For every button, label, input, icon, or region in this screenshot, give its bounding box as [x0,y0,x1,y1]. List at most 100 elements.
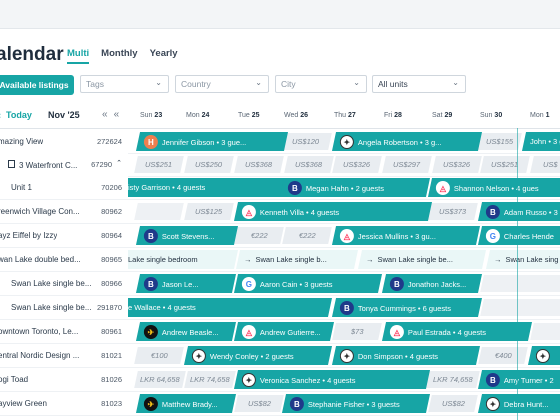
booking[interactable]: G Charles Hende [477,226,560,245]
row-label[interactable]: ayz Eiffel by Izzy 80964 [0,224,128,247]
day-header: Mon 1 [530,112,550,119]
expedia-icon: ✦ [340,134,354,149]
empty-cell[interactable] [480,299,560,316]
booking[interactable]: isty Garrison • 4 guests [119,178,287,197]
price-cell[interactable]: US$373 [428,203,478,220]
booking[interactable]: → Swan Lake single b... [235,250,359,269]
booking[interactable]: H Jennifer Gibson • 3 gue... [135,132,289,151]
month-label[interactable]: Nov '25 [48,110,80,120]
country-select[interactable]: Country ⌄ [175,75,269,93]
price-cell[interactable]: US$120 [280,133,332,150]
tab-yearly[interactable]: Yearly [149,48,178,59]
booking[interactable]: ✦ [527,346,560,365]
price-cell[interactable]: US$368 [234,156,284,173]
booking[interactable]: B Jonathon Jacks... [381,274,483,293]
booking[interactable]: Lake single bedroom [119,250,239,269]
row-label[interactable]: ogi Toad 81026 [0,368,128,391]
booking[interactable]: → Swan Lake sing [485,250,560,269]
today-indicator [517,128,518,420]
price-cell[interactable]: US$125 [184,203,234,220]
prev-icon[interactable]: ‹ [0,110,1,120]
row-label[interactable]: entral Nordic Design ... 81021 [0,344,128,367]
tab-multi[interactable]: Multi [67,48,90,64]
row-label[interactable]: Swan Lake single be... 291870 [0,296,128,319]
units-select[interactable]: All units ⌄ [372,75,466,93]
booking[interactable]: ◬ Jessica Mullins • 3 gu... [331,226,481,245]
today-button[interactable]: Today [6,110,32,120]
booking[interactable]: B Jason Le... [135,274,237,293]
empty-cell[interactable] [480,275,560,292]
booking[interactable]: e Wallace • 4 guests [119,298,333,317]
price-cell[interactable]: LKR 74,658 [426,371,480,388]
day-header: Thu 27 [334,112,356,119]
arrow-icon: → [494,255,502,264]
booking-com-icon: B [340,300,354,315]
booking[interactable]: ◬ Kenneth Villa • 4 guests [233,202,433,221]
expedia-icon: ✦ [242,372,256,387]
booking[interactable]: ✦ Angela Robertson • 3 g... [331,132,483,151]
booking[interactable]: B Amy Turner • 2 [477,370,560,389]
row-label[interactable]: mazing View 272624 [0,130,128,153]
row-label[interactable]: owntown Toronto, Le... 80961 [0,320,128,343]
price-cell[interactable]: LKR 74,658 [184,371,236,388]
first-icon[interactable]: « [102,109,114,120]
price-cell[interactable]: US$297 [382,156,432,173]
booking[interactable]: G Aaron Cain • 3 guests [233,274,383,293]
booking[interactable]: ◬ Paul Estrada • 4 guests [381,322,533,341]
price-cell[interactable]: LKR 64,658 [134,371,186,388]
booking[interactable]: B Stephanie Fisher • 3 guests [281,394,431,413]
city-select[interactable]: City ⌄ [275,75,367,93]
price-cell[interactable]: €222 [282,227,332,244]
booking[interactable]: John • 3 gues... [521,132,560,151]
price-cell[interactable]: US$82 [234,395,284,412]
booking[interactable]: B Megan Hahn • 2 guests [279,178,431,197]
booking[interactable]: → Swan Lake single be... [357,250,487,269]
row-label[interactable]: Swan Lake single be... 80966 [0,272,128,295]
price-cell[interactable]: €100 [134,347,184,364]
booking[interactable]: B Adam Russo • 3 [477,202,560,221]
booking[interactable]: ✈ Andrew Beasle... [135,322,237,341]
price-cell[interactable]: €222 [234,227,284,244]
row-label[interactable]: wan Lake double bed... 80965 [0,248,128,271]
booking[interactable]: ✦ Veronica Sanchez • 4 guests [233,370,431,389]
available-listings-button[interactable]: Available listings [0,75,74,95]
price-cell[interactable]: US$250 [184,156,234,173]
listing-row: Unit 1 70206 isty Garrison • 4 guests B Me… [0,176,560,200]
row-label[interactable]: Unit 1 70206 [0,176,128,199]
airbnb-icon: ◬ [436,180,450,195]
booking[interactable]: B Tonya Cummings • 6 guests [331,298,483,317]
booking[interactable]: ✦ Don Simpson • 4 guests [331,346,481,365]
day-header: Sat 29 [432,112,453,119]
price-cell[interactable]: US$ [530,156,560,173]
month-controls[interactable]: «« [102,109,126,120]
row-label[interactable]: ayview Green 81023 [0,392,128,415]
listing-row: 3 Waterfront C... 67290 ⌃ US$251 US$250 US… [0,153,560,177]
price-cell[interactable]: US$82 [428,395,478,412]
price-cell[interactable]: US$326 [332,156,382,173]
tab-monthly[interactable]: Monthly [101,48,138,59]
booking[interactable]: ✦ Debra Hunt... [477,394,560,413]
price-cell[interactable]: US$251 [134,156,184,173]
booking[interactable]: ✦ Wendy Conley • 2 guests [183,346,333,365]
today-nav[interactable]: ‹ Today [0,110,32,120]
price-cell[interactable]: $73 [332,323,382,340]
top-bar [0,0,560,29]
price-cell[interactable]: US$326 [432,156,482,173]
expedia-icon: ✦ [486,396,500,411]
row-label[interactable]: 3 Waterfront C... 67290 ⌃ [0,153,128,176]
booking-com-icon: B [390,276,404,291]
booking[interactable]: B Scott Stevens... [135,226,239,245]
booking-com-icon: B [288,180,302,195]
empty-cell[interactable] [530,323,560,340]
chevron-down-icon: ⌄ [155,78,162,87]
price-cell[interactable]: US$155 [478,133,522,150]
row-label[interactable]: reenwich Village Con... 80962 [0,200,128,223]
empty-cell[interactable] [134,203,184,220]
booking[interactable]: ◬ Shannon Nelson • 4 gues [427,178,560,197]
booking[interactable]: ◬ Andrew Gutierre... [233,322,335,341]
tags-select[interactable]: Tags ⌄ [80,75,169,93]
price-cell[interactable]: US$251 [480,156,530,173]
price-cell[interactable]: €400 [478,347,528,364]
booking[interactable]: ✈ Matthew Brady... [135,394,237,413]
price-cell[interactable]: US$368 [284,156,334,173]
